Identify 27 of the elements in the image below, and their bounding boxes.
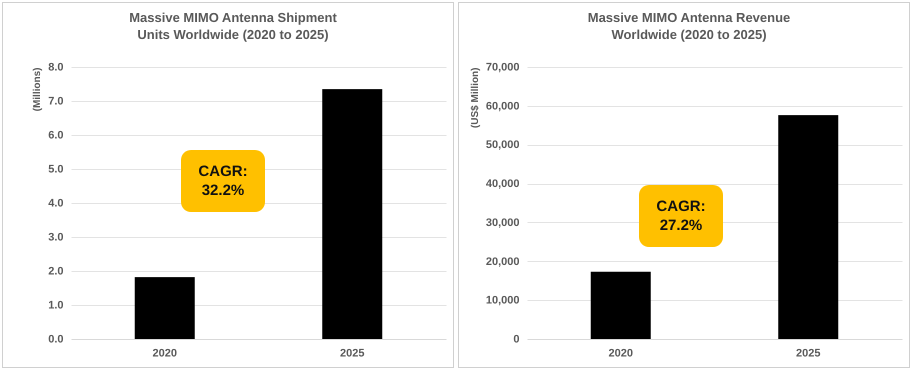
y-tick-label: 10,000 xyxy=(486,294,520,307)
x-tick-label: 2020 xyxy=(608,348,633,360)
chart-title: Massive MIMO Antenna Revenue Worldwide (2020 to 2025) xyxy=(586,9,792,43)
annotation: CAGR: 32.2% xyxy=(197,162,249,200)
y-tick-label: 3.0 xyxy=(48,232,64,244)
y-tick-label: 50,000 xyxy=(486,139,520,152)
y-tick-label: 2.0 xyxy=(48,266,64,278)
y-tick-label: 30,000 xyxy=(486,216,520,229)
x-tick-label: 2025 xyxy=(796,348,820,360)
x-tick-label: 2020 xyxy=(152,348,177,360)
annotation: CAGR: 27.2% xyxy=(655,197,707,235)
x-tick-label: 2025 xyxy=(340,348,364,360)
y-tick-label: 7.0 xyxy=(48,96,64,108)
y-tick-label: 60,000 xyxy=(486,100,520,112)
y-tick-label: 4.0 xyxy=(48,198,64,210)
y-tick-label: 8.0 xyxy=(48,62,64,74)
chart-title: Massive MIMO Antenna Shipment Units Worldwide (2020 to 2025) xyxy=(128,9,338,43)
y-tick-label: 20,000 xyxy=(486,256,520,268)
y-tick-label: 5.0 xyxy=(48,164,64,176)
y-tick-label: 40,000 xyxy=(486,178,520,190)
y-tick-label: 6.0 xyxy=(48,130,64,142)
y-tick-label: 1.0 xyxy=(48,300,64,312)
y-axis-title: (US$ Million) xyxy=(470,68,481,128)
y-tick-label: 70,000 xyxy=(486,62,520,74)
y-axis-title: (Millions) xyxy=(32,68,44,112)
y-tick-label: 0.0 xyxy=(48,334,64,346)
y-tick-label: 0 xyxy=(513,334,520,346)
